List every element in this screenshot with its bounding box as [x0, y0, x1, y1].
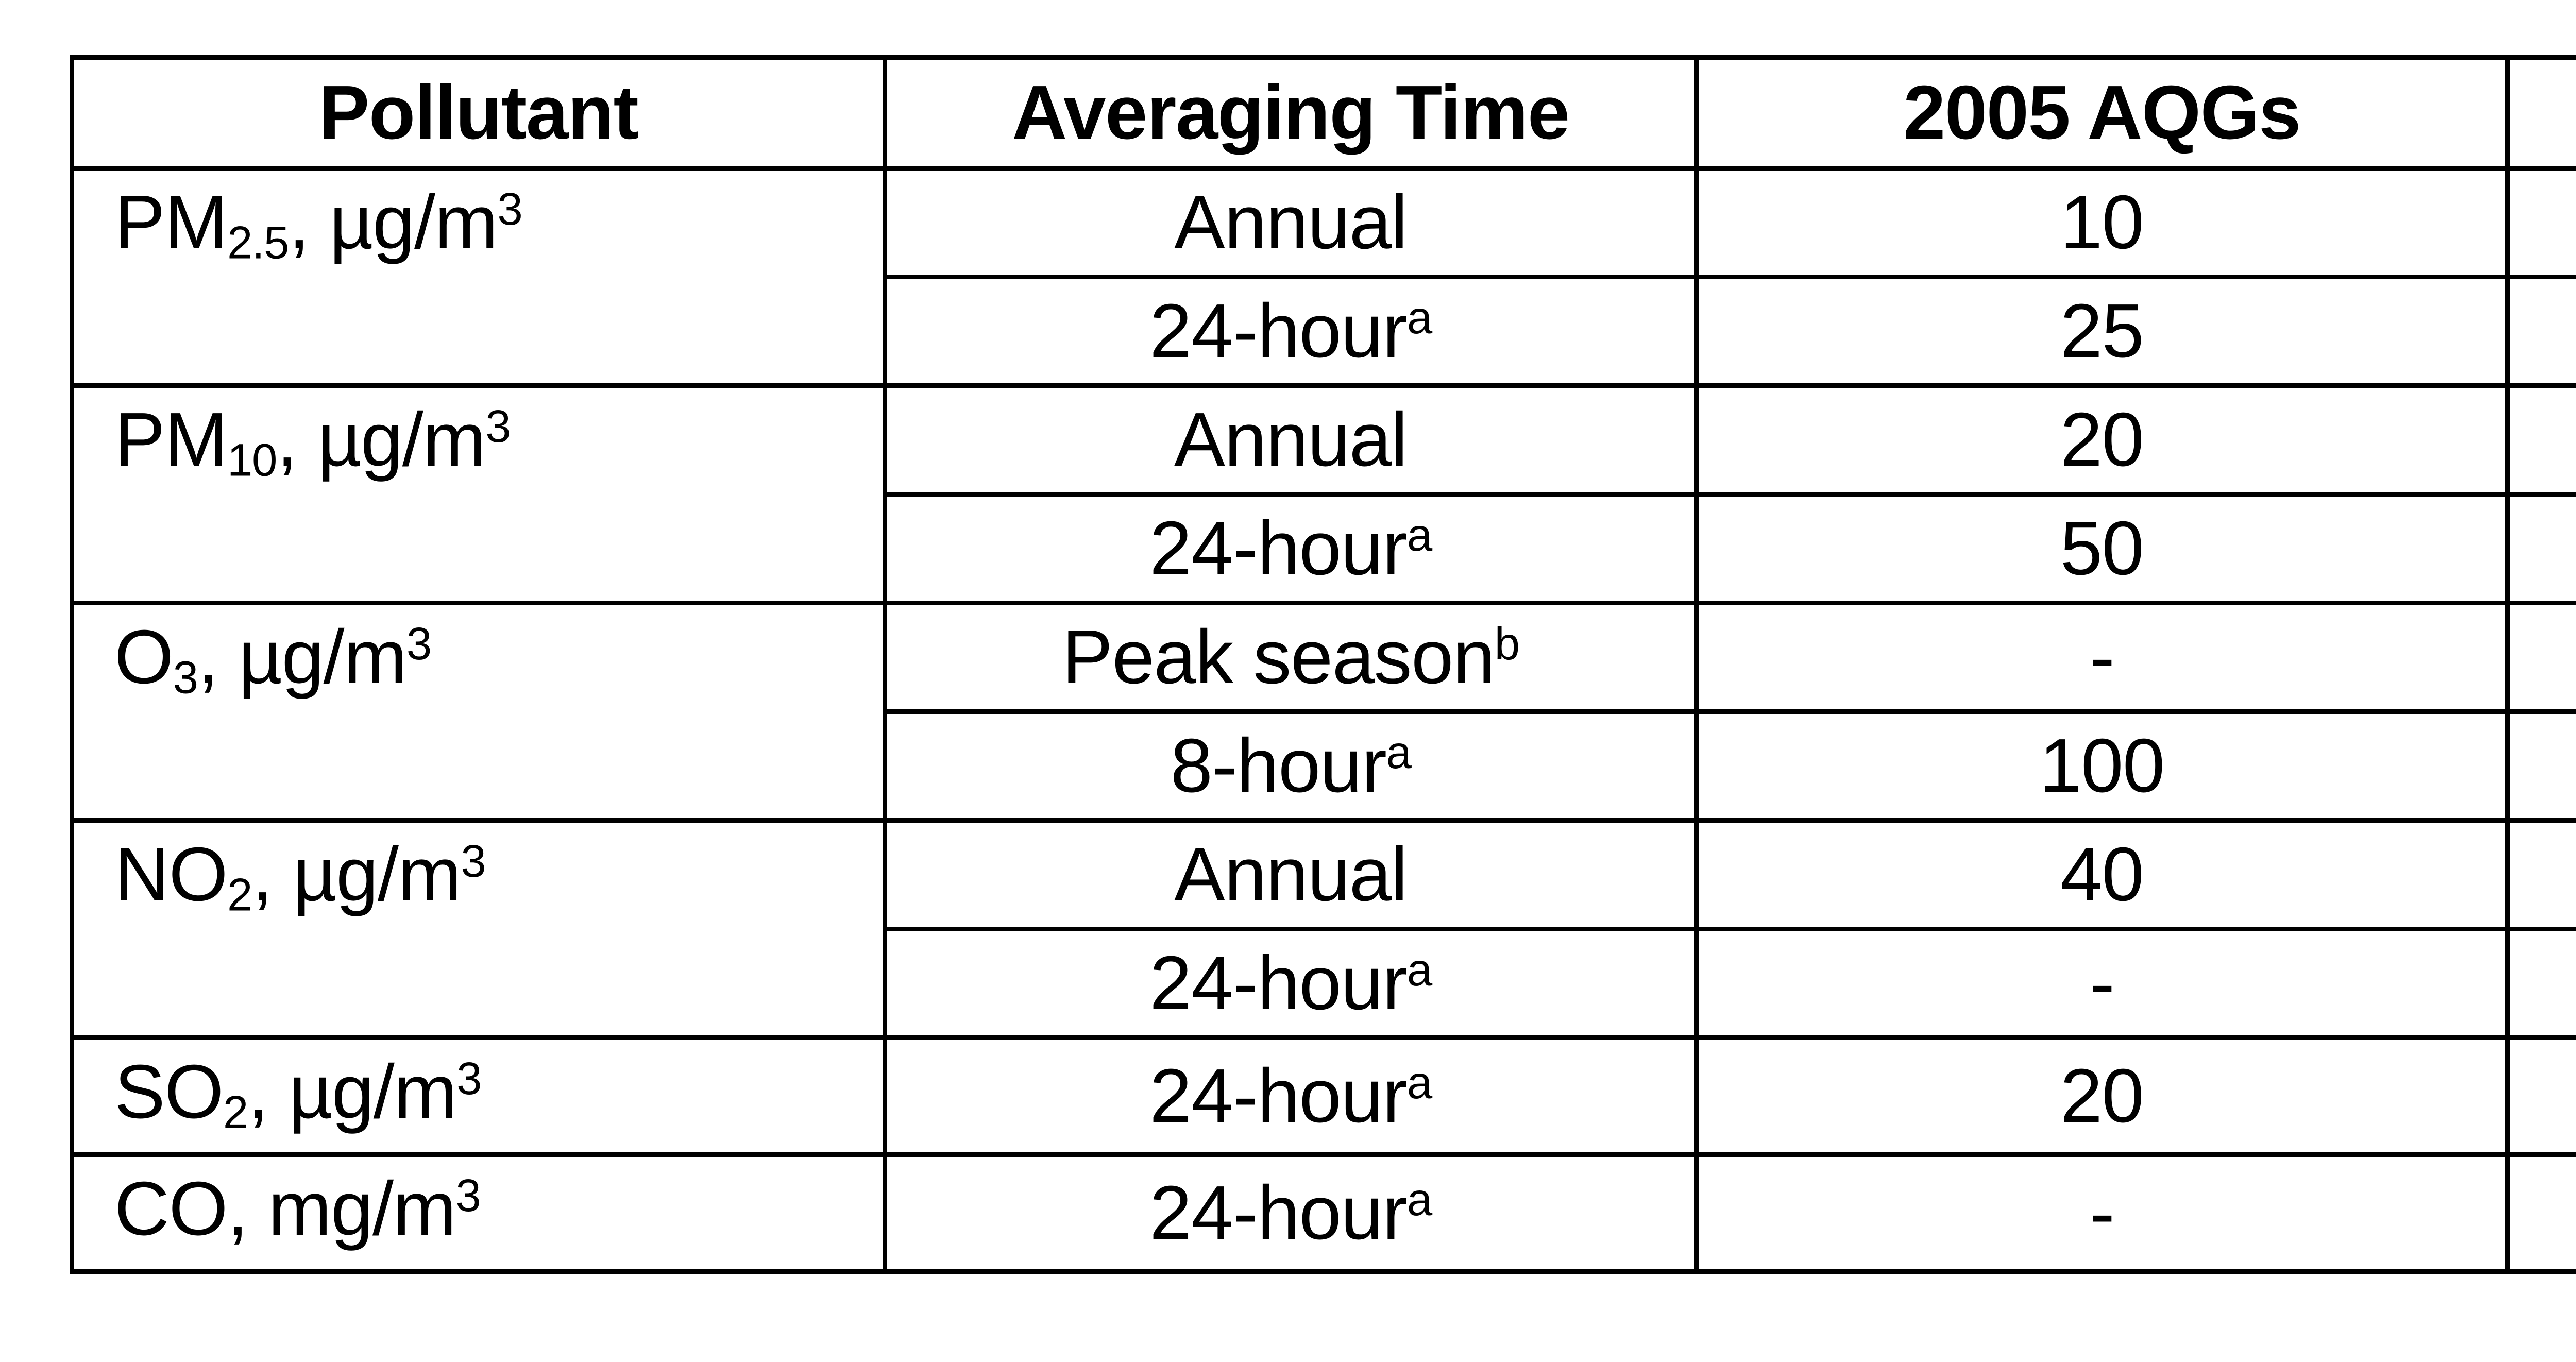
pollutant-formula: NO [114, 832, 228, 917]
pollutant-unit: , µg/m [251, 832, 462, 917]
footnote-marker: b [1494, 618, 1520, 669]
table-row-o3-8hour: 8-houra 100 100 [72, 709, 2576, 823]
aqg-2005-cell: 100 [1694, 709, 2510, 823]
pollutant-formula: SO [114, 1049, 224, 1134]
table-row-pm25-annual: PM2.5, µg/m3 Annual 10 5 [70, 166, 2576, 388]
pollutant-cell-so2: SO2, µg/m3 [70, 1035, 887, 1157]
table-row-o3-peak-season: O3, µg/m3 Peak seasonb - 60 [70, 601, 2576, 823]
pollutant-formula: O [114, 615, 174, 700]
header-pollutant: Pollutant [70, 55, 887, 171]
averaging-time-label: 8-hour [1170, 723, 1387, 808]
aqg-2005-cell: - [1694, 1152, 2510, 1274]
footnote-marker: a [1406, 509, 1432, 560]
pollutant-formula: PM [114, 180, 228, 265]
table-row-no2-24hour: 24-houra - 25 [72, 927, 2576, 1040]
pollutant-unit-exponent: 3 [406, 618, 432, 669]
aqg-2021-cell: 15 [2505, 275, 2576, 388]
pollutant-unit: , µg/m [289, 180, 498, 265]
pollutant-formula: PM [114, 397, 228, 482]
aqg-2021-cell: 4 [2505, 1152, 2576, 1274]
aqg-2021-cell: 10 [2505, 818, 2576, 931]
aqg-2005-cell: - [1694, 927, 2510, 1040]
aqg-2021-cell: 60 [2505, 601, 2576, 714]
pollutant-unit: , µg/m [197, 615, 408, 700]
pollutant-cell-no2: NO2, µg/m3 [70, 818, 887, 1040]
table-row-so2-24hour: SO2, µg/m3 24-houra 20 40 [70, 1035, 2576, 1157]
averaging-time-label: 24-hour [1149, 1053, 1408, 1138]
table-row-pm25-24hour: 24-houra 25 15 [72, 275, 2576, 388]
aqg-2005-cell: 25 [1694, 275, 2510, 388]
pollutant-formula: CO [114, 1166, 228, 1251]
averaging-time-label: 24-hour [1149, 505, 1408, 591]
pollutant-cell-pm25: PM2.5, µg/m3 [70, 166, 887, 388]
table-row-pm10-annual: PM10, µg/m3 Annual 20 15 [70, 383, 2576, 605]
footnote-marker: a [1406, 944, 1432, 995]
averaging-time-cell: Annual [883, 166, 1699, 279]
averaging-time-label: 24-hour [1149, 1170, 1408, 1255]
footnote-marker: a [1406, 1057, 1432, 1108]
averaging-time-cell: Peak seasonb [883, 601, 1699, 714]
pollutant-unit-exponent: 3 [485, 400, 511, 452]
pollutant-subscript: 2 [223, 1086, 248, 1138]
table-row-co-24hour: CO, mg/m3 24-houra - 4 [70, 1152, 2576, 1274]
averaging-time-cell: 24-houra [883, 492, 1699, 605]
pollutant-unit: , mg/m [227, 1166, 456, 1251]
table-row-no2-annual: NO2, µg/m3 Annual 40 10 [70, 818, 2576, 1040]
footnote-marker: a [1386, 726, 1412, 778]
aqg-2021-cell: 15 [2505, 383, 2576, 497]
aqg-2005-cell: 20 [1694, 1035, 2510, 1157]
pollutant-unit-exponent: 3 [461, 835, 486, 887]
header-2005-aqgs: 2005 AQGs [1694, 55, 2510, 171]
footnote-marker: a [1406, 1173, 1432, 1225]
pollutant-subscript: 2 [227, 869, 252, 921]
pollutant-subscript: 2.5 [227, 217, 289, 268]
pollutant-cell-co: CO, mg/m3 [70, 1152, 887, 1274]
aqg-2021-cell: 25 [2505, 927, 2576, 1040]
averaging-time-cell: Annual [883, 818, 1699, 931]
footnote-marker: a [1406, 292, 1432, 343]
aqg-2005-cell: 10 [1694, 166, 2510, 279]
aqg-2005-cell: 20 [1694, 383, 2510, 497]
averaging-time-cell: 24-houra [883, 927, 1699, 1040]
table-row-pm10-24hour: 24-houra 50 45 [72, 492, 2576, 605]
pollutant-unit: , µg/m [247, 1049, 457, 1134]
averaging-time-cell: 24-houra [883, 275, 1699, 388]
pollutant-cell-pm10: PM10, µg/m3 [70, 383, 887, 605]
aqg-2021-cell: 100 [2505, 709, 2576, 823]
aqg-2021-cell: 45 [2505, 492, 2576, 605]
averaging-time-cell: 24-houra [883, 1035, 1699, 1157]
averaging-time-cell: 8-houra [883, 709, 1699, 823]
header-2021-aqgs: 2021 AQGs [2505, 55, 2576, 171]
averaging-time-cell: 24-houra [883, 1152, 1699, 1274]
pollutant-unit-exponent: 3 [456, 1052, 482, 1104]
averaging-time-label: 24-hour [1149, 940, 1408, 1026]
pollutant-unit-exponent: 3 [497, 183, 522, 234]
averaging-time-label: Annual [1174, 831, 1408, 917]
averaging-time-cell: Annual [883, 383, 1699, 497]
header-row: Pollutant Averaging Time 2005 AQGs 2021 … [70, 55, 2576, 171]
averaging-time-label: Annual [1174, 397, 1408, 482]
header-averaging-time: Averaging Time [883, 55, 1699, 171]
pollutant-unit-exponent: 3 [455, 1169, 481, 1221]
aqg-2021-cell: 40 [2505, 1035, 2576, 1157]
aqg-2005-cell: 50 [1694, 492, 2510, 605]
pollutant-unit: , µg/m [276, 397, 486, 482]
aqg-table: Pollutant Averaging Time 2005 AQGs 2021 … [70, 55, 2576, 1274]
averaging-time-label: Peak season [1062, 614, 1495, 700]
averaging-time-label: 24-hour [1149, 288, 1408, 373]
aqg-2021-cell: 5 [2505, 166, 2576, 279]
pollutant-subscript: 10 [227, 434, 277, 486]
pollutant-cell-o3: O3, µg/m3 [70, 601, 887, 823]
aqg-2005-cell: 40 [1694, 818, 2510, 931]
averaging-time-label: Annual [1174, 179, 1408, 265]
pollutant-subscript: 3 [173, 652, 198, 703]
aqg-2005-cell: - [1694, 601, 2510, 714]
